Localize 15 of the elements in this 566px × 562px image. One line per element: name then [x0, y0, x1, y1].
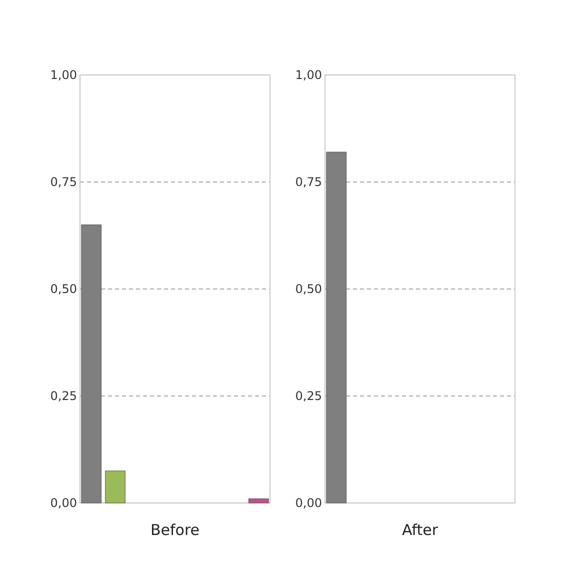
y-tick-label: 0,50 — [295, 282, 322, 296]
bar — [81, 224, 102, 504]
y-tick-label: 0,75 — [295, 175, 322, 190]
y-tick-label: 0,00 — [50, 496, 77, 510]
y-tick-label: 0,25 — [50, 389, 77, 404]
y-tick-label: 0,25 — [295, 389, 322, 404]
y-tick-label: 1,00 — [295, 68, 322, 82]
y-tick-label: 0,00 — [295, 496, 322, 510]
x-axis-title: After — [402, 521, 439, 539]
y-tick-label: 0,50 — [50, 282, 77, 296]
bar — [105, 470, 126, 504]
bar — [248, 498, 269, 504]
x-axis-title: Before — [150, 521, 200, 539]
y-tick-label: 1,00 — [50, 68, 77, 82]
y-tick-label: 0,75 — [50, 175, 77, 190]
